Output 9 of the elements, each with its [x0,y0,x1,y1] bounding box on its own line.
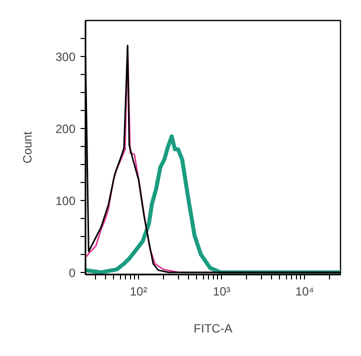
y-axis-title: Count [20,130,34,164]
y-tick-label: 0 [68,266,76,280]
y-tick-label: 300 [55,50,76,64]
x-tick-label: 10⁴ [295,284,314,298]
y-tick-label: 100 [55,194,76,208]
y-tick-label: 200 [55,122,76,136]
x-axis-title: FITC-A [194,322,232,336]
x-tick-label: 10² [130,284,148,298]
x-tick-label: 10³ [212,284,230,298]
